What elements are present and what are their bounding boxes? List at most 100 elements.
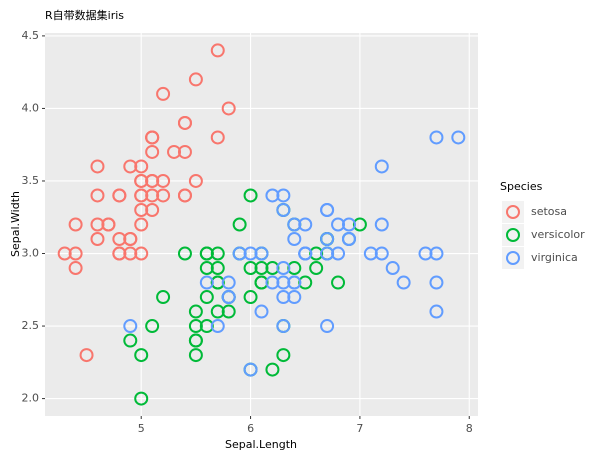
point (429, 130, 444, 145)
point (221, 290, 236, 305)
point (199, 290, 214, 305)
point (156, 173, 171, 188)
point (68, 217, 83, 232)
x-tick-label: 7 (356, 422, 363, 435)
point (134, 348, 149, 363)
point (243, 188, 258, 203)
point (177, 144, 192, 159)
point (276, 290, 291, 305)
point (298, 275, 313, 290)
legend-key (502, 247, 524, 269)
point (232, 246, 247, 261)
point (57, 246, 72, 261)
point (156, 86, 171, 101)
y-tick-label: 2.0 (22, 392, 40, 405)
point (254, 304, 269, 319)
point (123, 246, 138, 261)
point (188, 319, 203, 334)
point (177, 188, 192, 203)
point (429, 304, 444, 319)
point (145, 188, 160, 203)
point (276, 188, 291, 203)
point (374, 217, 389, 232)
legend-key (502, 224, 524, 246)
point (123, 232, 138, 247)
point (287, 232, 302, 247)
point (134, 202, 149, 217)
legend-label: virginica (531, 251, 578, 264)
point (210, 275, 225, 290)
point (210, 43, 225, 58)
y-tick-label: 4.0 (22, 101, 40, 114)
chart-title: R自带数据集iris (45, 8, 124, 22)
point (145, 319, 160, 334)
y-tick-label: 2.5 (22, 319, 40, 332)
point (265, 275, 280, 290)
point (320, 232, 335, 247)
legend-marker (506, 251, 520, 265)
point (363, 246, 378, 261)
point (145, 173, 160, 188)
point (221, 275, 236, 290)
point (134, 188, 149, 203)
point (265, 261, 280, 276)
point (385, 261, 400, 276)
point (188, 173, 203, 188)
point (331, 275, 346, 290)
y-tick-label: 3.0 (22, 247, 40, 260)
legend-label: versicolor (531, 228, 585, 241)
point (418, 246, 433, 261)
point (298, 246, 313, 261)
point (79, 348, 94, 363)
point (156, 188, 171, 203)
point (429, 246, 444, 261)
legend-marker (506, 205, 520, 219)
point (331, 246, 346, 261)
point (167, 144, 182, 159)
point (309, 261, 324, 276)
point (287, 217, 302, 232)
point (232, 217, 247, 232)
point (145, 144, 160, 159)
point (341, 232, 356, 247)
point (210, 261, 225, 276)
point (320, 246, 335, 261)
point (320, 202, 335, 217)
legend-key (502, 201, 524, 223)
point (221, 101, 236, 116)
point (134, 391, 149, 406)
point (101, 217, 116, 232)
point (112, 188, 127, 203)
point (254, 275, 269, 290)
point (298, 217, 313, 232)
point (276, 319, 291, 334)
point (112, 246, 127, 261)
point (188, 72, 203, 87)
point (90, 159, 105, 174)
point (265, 188, 280, 203)
point (320, 319, 335, 334)
point (243, 362, 258, 377)
point (243, 290, 258, 305)
y-axis-label: Sepal.Width (9, 191, 22, 257)
point (287, 275, 302, 290)
point (287, 261, 302, 276)
point (276, 202, 291, 217)
point (90, 217, 105, 232)
y-tick-label: 4.5 (22, 29, 40, 42)
point (134, 246, 149, 261)
point (396, 275, 411, 290)
point (134, 173, 149, 188)
point (68, 261, 83, 276)
point (265, 362, 280, 377)
point (341, 217, 356, 232)
point (90, 188, 105, 203)
point (210, 130, 225, 145)
point (188, 304, 203, 319)
point (199, 319, 214, 334)
point (112, 232, 127, 247)
legend-marker (506, 228, 520, 242)
point (188, 348, 203, 363)
point (374, 246, 389, 261)
point (177, 115, 192, 130)
